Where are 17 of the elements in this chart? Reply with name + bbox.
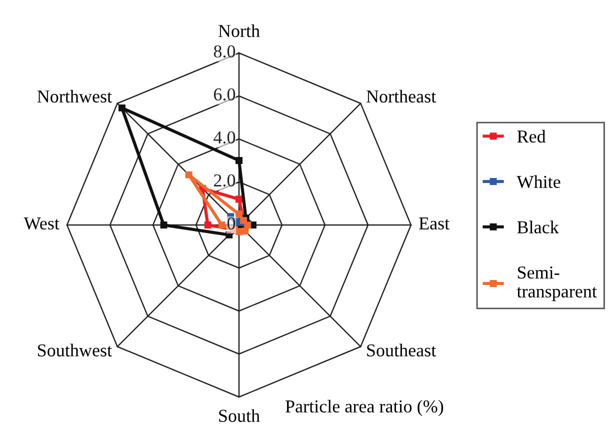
spoke-label: North (218, 24, 260, 38)
spoke-label: Northeast (366, 90, 436, 103)
y-tick-label: 4.0 (214, 131, 236, 144)
legend-label: Red (517, 130, 546, 143)
y-tick-label: 6.0 (214, 88, 236, 101)
legend-label: Semi-transparent (516, 266, 597, 302)
spoke-label: West (24, 218, 60, 230)
spoke-label: Northwest (37, 90, 112, 103)
spoke-label: East (419, 218, 450, 230)
legend-label: Black (517, 220, 559, 234)
legend-label: White (516, 175, 560, 188)
y-tick-label: 2.0 (214, 174, 236, 187)
spoke-label: South (219, 409, 260, 422)
spoke-label: Southeast (367, 344, 436, 356)
spoke-label: Southwest (38, 344, 112, 356)
y-tick-label: 8.0 (214, 45, 236, 58)
text: Particle area ratio (%) (286, 400, 444, 416)
